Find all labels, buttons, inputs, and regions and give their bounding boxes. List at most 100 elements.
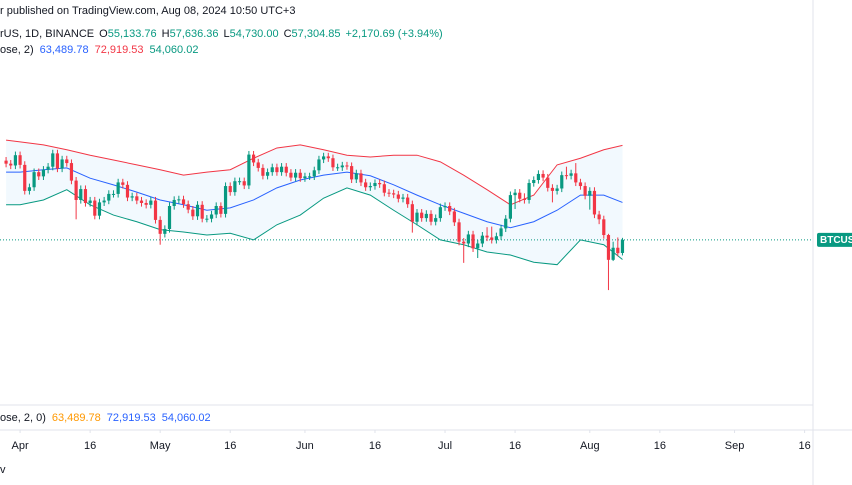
candle-body — [410, 204, 414, 222]
candle-body — [322, 156, 326, 160]
candle-body — [265, 172, 270, 176]
candle-body — [406, 197, 410, 205]
candle-body — [214, 206, 218, 215]
candle-body — [256, 162, 260, 168]
candle-body — [499, 228, 503, 237]
legend-ohlc-label: O — [99, 28, 108, 40]
candle-body — [149, 200, 153, 205]
candle-body — [448, 206, 452, 212]
candle-body — [317, 159, 321, 171]
candle-body — [279, 166, 284, 173]
candle-body — [172, 199, 176, 207]
price-label: BTCUSD — [820, 235, 852, 246]
candle-body — [121, 182, 125, 185]
candle-body — [429, 213, 433, 222]
candle-body — [191, 209, 195, 217]
indicator-value: 54,060.02 — [150, 44, 199, 56]
candle-body — [242, 181, 246, 186]
x-tick-label: May — [150, 440, 171, 452]
candle-body — [18, 155, 22, 165]
candle-body — [611, 247, 615, 260]
candle-body — [592, 190, 597, 215]
candle-body — [424, 213, 428, 219]
candle-body — [177, 199, 181, 201]
candle-body — [462, 241, 466, 244]
candle-body — [364, 182, 368, 188]
candle-body — [616, 247, 620, 254]
candle-body — [181, 199, 186, 205]
candle-body — [550, 187, 555, 191]
candle-body — [602, 219, 606, 236]
band-line — [6, 167, 623, 229]
candle-body — [513, 192, 517, 196]
candle-body — [247, 154, 251, 186]
candle-body — [293, 172, 298, 178]
candle-body — [144, 202, 148, 205]
candle-body — [135, 196, 139, 201]
candle-body — [373, 183, 377, 187]
band-line — [6, 187, 623, 266]
header-text: r published on TradingView.com, Aug 08, … — [0, 5, 295, 17]
candle-body — [583, 186, 587, 196]
candle-body — [107, 193, 111, 201]
candle-body — [41, 169, 46, 177]
candle-body — [387, 192, 391, 194]
candle-body — [415, 212, 419, 222]
candle-body — [420, 212, 424, 219]
legend-ohlc-value: 55,133.76 — [108, 28, 157, 40]
candle-body — [111, 193, 116, 195]
candle-body — [401, 197, 405, 199]
legend-ohlc-label: L — [224, 28, 230, 40]
x-tick-label: 16 — [224, 440, 236, 452]
candle-body — [139, 200, 144, 203]
footer-text: v — [0, 464, 6, 476]
candle-body — [350, 166, 354, 180]
x-tick-label: 16 — [369, 440, 381, 452]
candle-body — [620, 239, 625, 253]
candle-body — [289, 172, 293, 178]
candle-body — [228, 186, 232, 193]
candle-body — [597, 214, 601, 220]
candle-body — [354, 173, 358, 180]
candle-body — [4, 160, 8, 164]
candle-body — [69, 163, 74, 181]
candle-body — [219, 206, 223, 214]
candle-body — [9, 163, 13, 166]
legend-ohlc-value: 54,730.00 — [230, 28, 279, 40]
x-tick-label: Sep — [725, 440, 745, 452]
candle-body — [88, 200, 92, 203]
candle-body — [55, 153, 60, 169]
candle-body — [261, 167, 265, 176]
x-tick-label: Jun — [296, 440, 314, 452]
candle-body — [490, 237, 494, 240]
candle-body — [541, 173, 545, 178]
candle-body — [536, 173, 541, 180]
candle-body — [97, 202, 102, 216]
candle-body — [331, 158, 335, 168]
candle-body — [93, 200, 97, 216]
indicator-name: ose, 2, 0) — [0, 412, 46, 424]
candle-body — [392, 193, 396, 195]
candle-body — [368, 186, 372, 188]
candle-body — [79, 189, 83, 200]
candle-body — [588, 190, 592, 196]
indicator-value: 72,919.53 — [107, 412, 156, 424]
candle-body — [336, 167, 340, 169]
candle-body — [396, 194, 400, 199]
candle-body — [223, 186, 228, 214]
candle-body — [443, 206, 447, 208]
legend-row: rUS, 1D, BINANCE O55,133.76 H57,636.36 L54,… — [0, 28, 443, 40]
candle-body — [522, 198, 527, 200]
candle-body — [546, 177, 550, 188]
candle-body — [163, 228, 167, 234]
candle-body — [270, 167, 274, 173]
candle-body — [195, 204, 200, 217]
candle-body — [158, 219, 162, 234]
legend-row: ose, 2, 0) 63,489.78 72,919.53 54,060.02 — [0, 412, 211, 424]
candle-body — [518, 192, 522, 199]
candle-body — [102, 200, 106, 203]
candle-body — [564, 175, 569, 177]
indicator-value: 54,060.02 — [162, 412, 211, 424]
candle-body — [46, 166, 50, 170]
